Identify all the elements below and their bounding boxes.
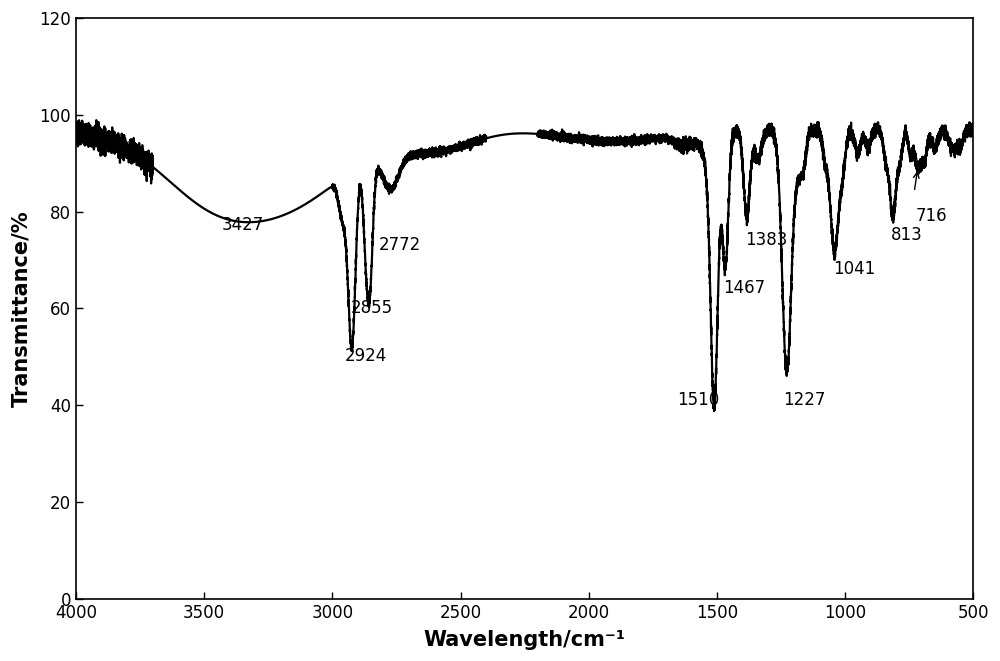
Text: 1510: 1510 — [677, 391, 719, 408]
Text: 2772: 2772 — [379, 236, 421, 254]
Text: 1227: 1227 — [783, 391, 826, 408]
Text: 1041: 1041 — [833, 260, 875, 278]
Text: 3427: 3427 — [222, 216, 264, 235]
X-axis label: Wavelength/cm⁻¹: Wavelength/cm⁻¹ — [424, 630, 626, 650]
Text: 1467: 1467 — [723, 280, 765, 297]
Text: 2855: 2855 — [350, 299, 392, 317]
Text: 813: 813 — [891, 226, 923, 244]
Text: 716: 716 — [916, 207, 947, 225]
Text: 1383: 1383 — [745, 231, 787, 249]
Text: 2924: 2924 — [345, 347, 387, 365]
Y-axis label: Transmittance/%: Transmittance/% — [11, 210, 31, 407]
